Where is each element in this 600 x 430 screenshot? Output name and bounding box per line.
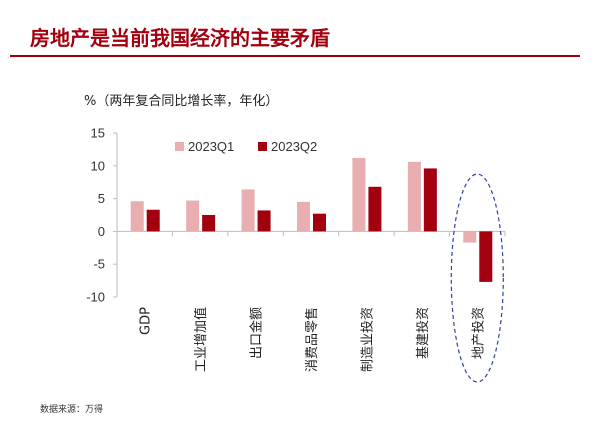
y-tick-label: 5: [98, 191, 105, 206]
bar-2023Q1-3: [297, 201, 310, 232]
y-tick-label: -5: [93, 257, 105, 272]
bar-2023Q2-0: [146, 209, 160, 232]
bar-2023Q2-3: [313, 213, 326, 232]
bar-2023Q1-0: [130, 201, 144, 232]
bar-2023Q2-6: [479, 231, 493, 282]
x-category-label: 出口金额: [249, 307, 265, 359]
y-axis-label: %（两年复合同比增长率，年化）: [84, 94, 279, 109]
legend-swatch-2023Q2: [258, 142, 267, 151]
y-tick-label: -10: [86, 290, 105, 305]
y-tick-label: 0: [98, 224, 105, 239]
x-category-label: GDP: [139, 307, 154, 335]
x-category-label: 地产投资: [470, 307, 486, 359]
legend-label-2023Q2: 2023Q2: [271, 139, 317, 154]
x-category-label: 工业增加值: [193, 307, 209, 372]
title-divider: [10, 55, 580, 57]
bar-2023Q2-5: [423, 168, 437, 232]
legend-swatch-2023Q1: [175, 142, 184, 151]
source-note: 数据来源：万得: [40, 405, 104, 415]
bar-2023Q1-6: [463, 231, 477, 243]
bar-2023Q1-1: [186, 200, 200, 232]
bar-2023Q2-2: [257, 210, 271, 232]
bar-2023Q2-1: [202, 215, 216, 232]
bar-2023Q1-4: [352, 157, 366, 232]
x-category-label: 消费品零售: [304, 307, 320, 372]
bar-2023Q1-5: [407, 161, 421, 232]
y-tick-label: 10: [91, 158, 105, 173]
x-category-label: 基建投资: [415, 307, 431, 359]
bar-2023Q1-2: [241, 189, 255, 232]
x-category-label: 制造业投资: [359, 307, 375, 372]
bar-2023Q2-4: [368, 186, 382, 232]
legend-label-2023Q1: 2023Q1: [188, 139, 234, 154]
highlight-ellipse: [450, 173, 504, 383]
slide-title: 房地产是当前我国经济的主要矛盾: [30, 26, 330, 50]
y-tick-label: 15: [91, 126, 105, 141]
